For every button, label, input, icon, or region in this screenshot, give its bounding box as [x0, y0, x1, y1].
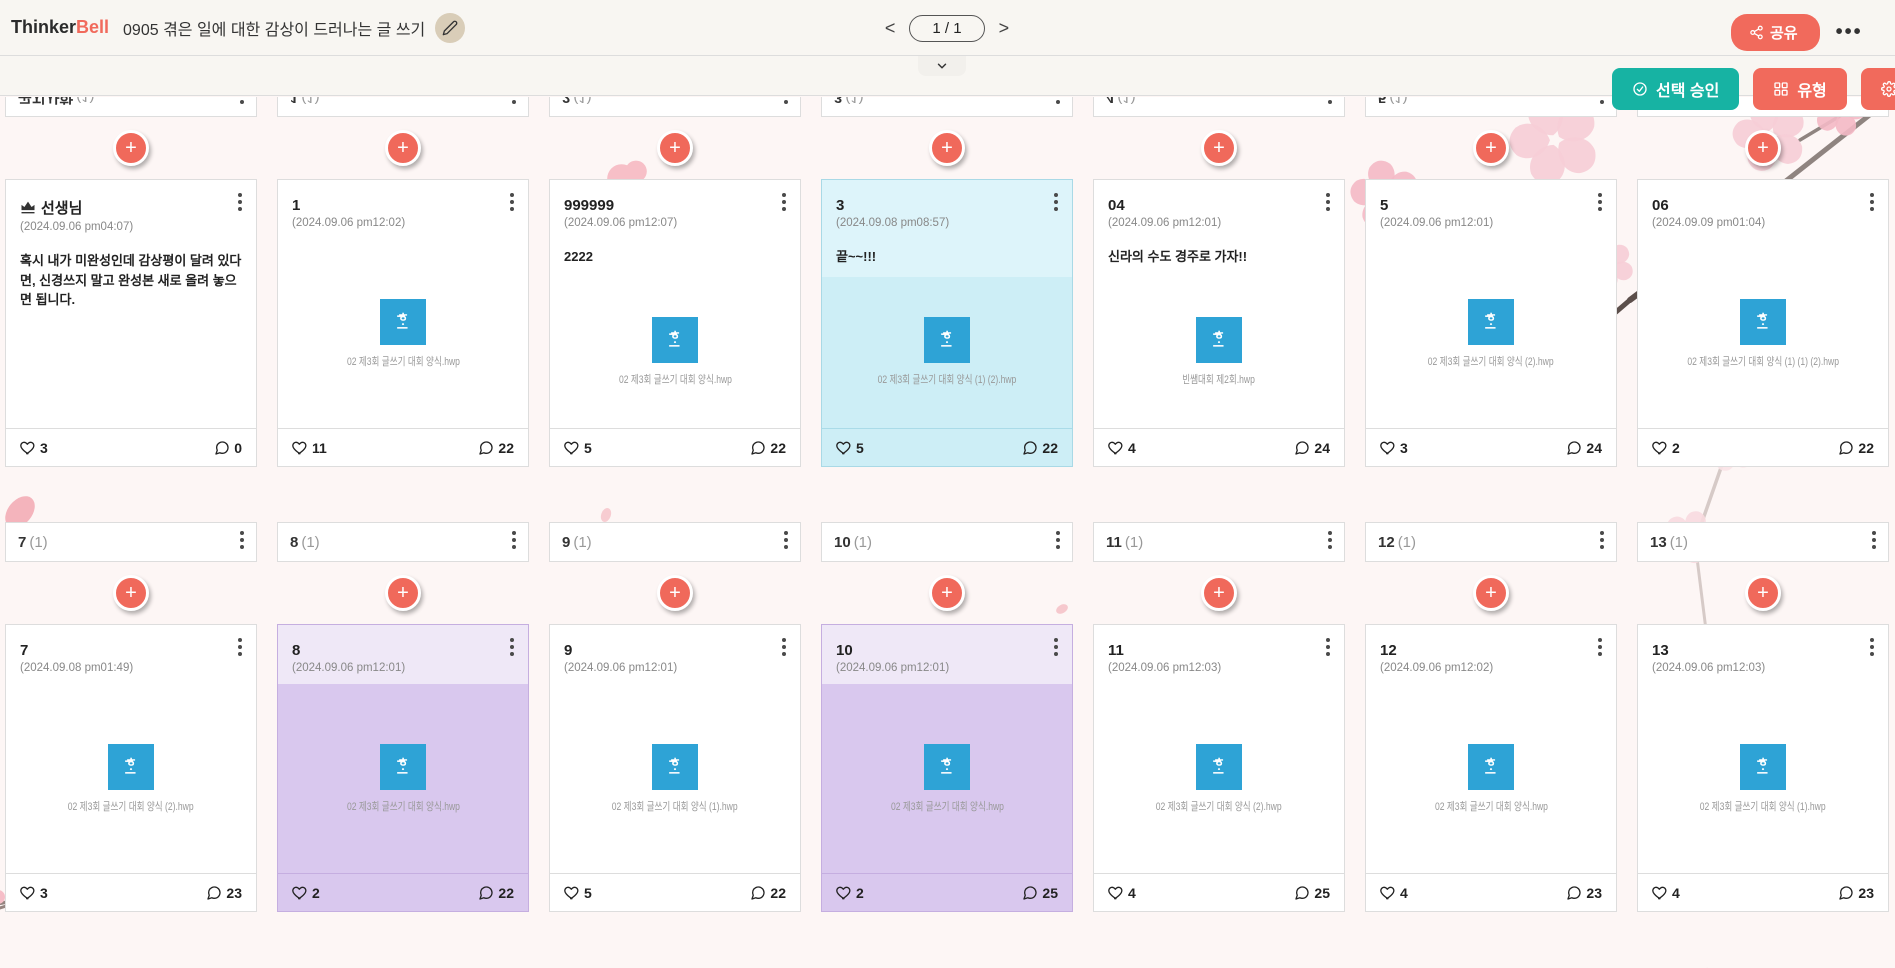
svg-text:ㅎ: ㅎ [1213, 755, 1224, 769]
svg-text:ㅎ: ㅎ [1485, 310, 1496, 324]
svg-text:ㅎ: ㅎ [669, 755, 680, 769]
svg-text:ㅎ: ㅎ [125, 755, 136, 769]
svg-text:ㅎ: ㅎ [397, 755, 408, 769]
svg-text:ㅎ: ㅎ [1485, 755, 1496, 769]
svg-text:ㅎ: ㅎ [941, 329, 952, 343]
svg-text:ㅎ: ㅎ [1757, 310, 1768, 324]
svg-text:ㅎ: ㅎ [1757, 755, 1768, 769]
svg-text:ㅎ: ㅎ [941, 755, 952, 769]
svg-text:ㅎ: ㅎ [1213, 329, 1224, 343]
svg-text:ㅎ: ㅎ [669, 329, 680, 343]
svg-text:ㅎ: ㅎ [397, 310, 408, 324]
